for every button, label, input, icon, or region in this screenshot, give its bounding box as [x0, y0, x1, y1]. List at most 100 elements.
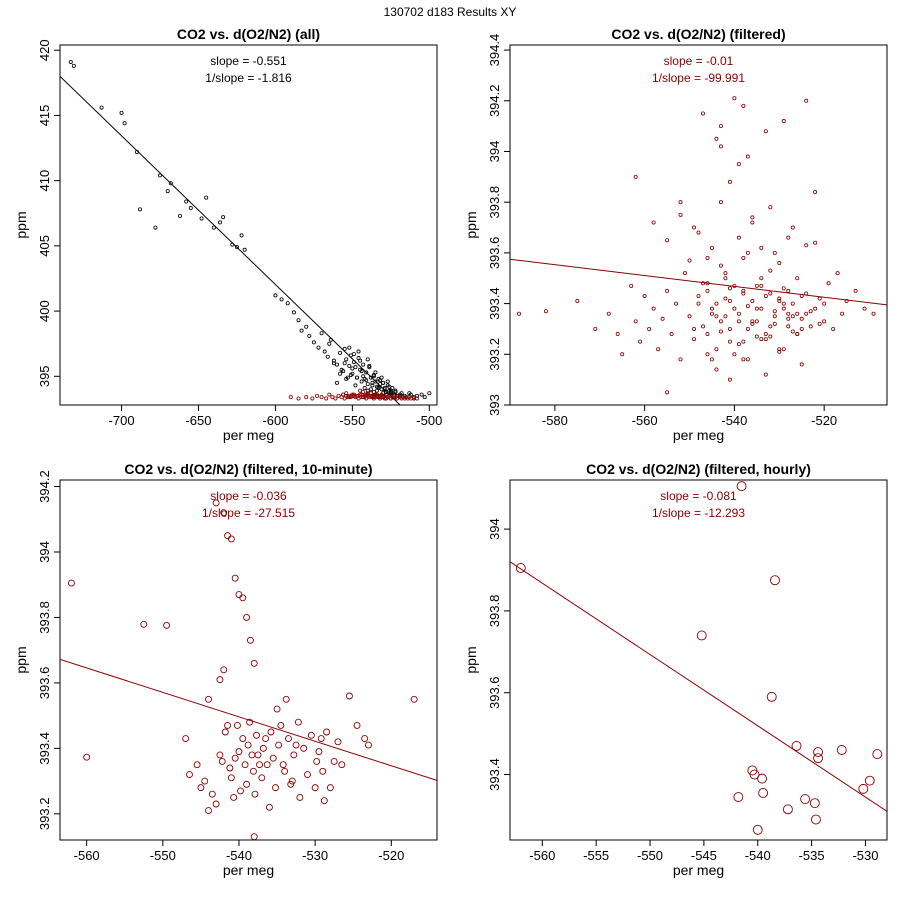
- data-point: [687, 314, 692, 319]
- data-point: [242, 247, 247, 252]
- data-point: [220, 666, 228, 674]
- data-point: [239, 233, 244, 238]
- data-point: [282, 695, 290, 703]
- x-tick-label: -500: [416, 413, 442, 428]
- data-point: [319, 395, 324, 400]
- data-point: [258, 774, 266, 782]
- plot-area: [510, 96, 887, 395]
- data-point: [359, 379, 364, 384]
- data-point: [235, 591, 243, 598]
- y-tick-label: 400: [37, 300, 52, 322]
- data-point: [714, 347, 719, 352]
- data-point: [361, 735, 369, 742]
- data-point: [718, 124, 723, 129]
- data-point: [331, 361, 336, 366]
- data-point: [272, 784, 279, 792]
- data-point: [705, 288, 710, 293]
- data-point: [234, 245, 239, 250]
- y-tick-label: 395: [37, 365, 52, 387]
- x-tick-label: -520: [811, 413, 837, 428]
- data-point: [705, 352, 710, 357]
- data-point: [741, 255, 746, 260]
- plot-area: [510, 481, 887, 835]
- data-point: [696, 293, 701, 298]
- x-tick-label: -545: [691, 848, 717, 863]
- data-point: [665, 390, 670, 395]
- data-point: [754, 306, 759, 311]
- data-point: [692, 337, 697, 342]
- data-point: [718, 200, 723, 205]
- data-point: [750, 321, 755, 326]
- data-point: [319, 331, 324, 336]
- y-tick-label: 415: [37, 105, 52, 127]
- data-point: [759, 276, 764, 281]
- data-point: [307, 333, 312, 338]
- data-point: [723, 296, 728, 301]
- data-point: [777, 296, 782, 301]
- data-point: [620, 352, 625, 357]
- data-point: [781, 347, 786, 352]
- data-point: [786, 235, 791, 240]
- inverse-slope-annotation: 1/slope = -12.293: [652, 506, 745, 520]
- data-point: [709, 306, 714, 311]
- data-point: [817, 321, 822, 326]
- data-point: [205, 807, 212, 814]
- data-point: [410, 695, 418, 703]
- data-point: [218, 220, 223, 225]
- data-point: [665, 238, 670, 243]
- slope-annotation: slope = -0.01: [664, 54, 734, 68]
- data-point: [296, 794, 304, 801]
- data-point: [759, 306, 764, 311]
- chart-panel-4: CO2 vs. d(O2/N2) (filtered, hourly) -560 -…: [463, 461, 888, 878]
- data-point: [831, 326, 836, 331]
- slope-annotation: slope = -0.081: [660, 489, 737, 503]
- chart-panel-2: CO2 vs. d(O2/N2) (filtered) -580 -560 -540 -…: [463, 26, 888, 443]
- data-point: [314, 393, 319, 398]
- data-point: [777, 349, 782, 354]
- data-point: [822, 319, 827, 324]
- data-point: [733, 792, 744, 802]
- data-point: [334, 380, 339, 385]
- data-point: [745, 357, 750, 362]
- data-point: [727, 326, 732, 331]
- data-point: [872, 749, 883, 760]
- data-point: [178, 213, 183, 218]
- data-point: [633, 174, 638, 179]
- data-point: [709, 311, 714, 316]
- data-point: [330, 758, 338, 765]
- data-point: [234, 722, 241, 729]
- data-point: [766, 691, 777, 702]
- data-point: [186, 771, 193, 778]
- data-point: [385, 379, 390, 384]
- data-point: [359, 392, 364, 397]
- data-point: [199, 216, 204, 221]
- data-point: [516, 311, 521, 316]
- inverse-slope-annotation: 1/slope = -99.991: [652, 71, 745, 85]
- data-point: [768, 268, 773, 273]
- data-point: [367, 365, 372, 370]
- data-point: [781, 301, 786, 306]
- data-point: [763, 332, 768, 337]
- data-point: [362, 395, 367, 400]
- data-point: [714, 367, 719, 372]
- data-point: [763, 129, 768, 134]
- plot-area: [60, 499, 437, 840]
- data-point: [678, 357, 683, 362]
- data-point: [83, 753, 91, 761]
- data-point: [407, 391, 412, 396]
- y-axis-label: ppm: [463, 646, 479, 673]
- plot-frame: [59, 44, 438, 406]
- data-point: [752, 824, 763, 835]
- y-tick-label: 394.4: [487, 34, 502, 67]
- x-tick-label: -520: [378, 848, 404, 863]
- data-point: [741, 339, 746, 344]
- data-point: [294, 718, 302, 726]
- data-point: [750, 299, 755, 304]
- data-point: [795, 311, 800, 316]
- y-axis-label: ppm: [13, 646, 29, 673]
- data-point: [732, 96, 737, 101]
- y-tick-label: 394: [37, 541, 52, 563]
- data-point: [290, 751, 298, 759]
- x-tick-label: -530: [852, 848, 878, 863]
- data-point: [365, 388, 370, 393]
